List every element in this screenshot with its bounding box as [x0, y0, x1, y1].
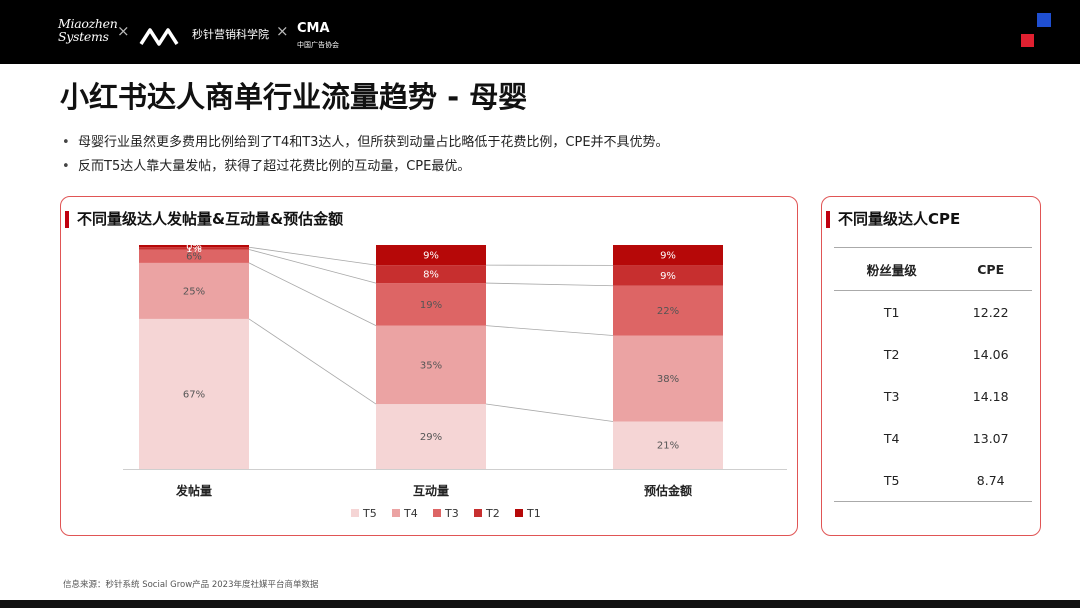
- cpe-cell: 8.74: [949, 459, 1032, 502]
- cpe-cell: 14.06: [972, 346, 1009, 362]
- tier-cell: T3: [883, 388, 900, 404]
- decor-square-blue: [1037, 13, 1051, 27]
- tier-cell: T2: [883, 346, 900, 362]
- legend-swatch: [433, 509, 441, 517]
- data-label: 21%: [657, 441, 679, 452]
- chart-card: 不同量级达人发帖量&互动量&预估金额 67% 25% 6% 1% 0% 发帖量 29% 35%…: [60, 196, 798, 536]
- data-label: 19%: [420, 300, 442, 311]
- table-row: T5 8.74: [834, 459, 1032, 502]
- bar-segment: [376, 265, 486, 284]
- table-row: T3 14.18: [834, 375, 1032, 417]
- stacked-bar-chart: 67% 25% 6%1%0% 发帖量 29% 35% 19% 8% 9% 互动量 21% 38% 22%…: [123, 242, 787, 520]
- data-label: 9%: [423, 251, 439, 262]
- data-label: 35%: [420, 360, 442, 371]
- legend-label: T4: [403, 507, 418, 520]
- cma-logo: CMA: [297, 21, 330, 36]
- bullet-item: 母婴行业虽然更多费用比例给到了T4和T3达人，但所获到动量占比略低于花费比例，C…: [60, 132, 669, 156]
- connector-line: [485, 325, 614, 336]
- data-label: 22%: [657, 306, 679, 317]
- tier-cell: T1: [883, 304, 900, 320]
- legend-label: T3: [444, 507, 459, 520]
- data-label: 9%: [660, 251, 676, 262]
- separator-x: ×: [117, 22, 130, 40]
- cpe-card-title: 不同量级达人CPE: [838, 210, 961, 228]
- legend-label: T1: [526, 507, 541, 520]
- data-label: 6%: [186, 252, 202, 263]
- title-accent: [65, 211, 69, 228]
- bar-segment: [613, 245, 723, 266]
- bar-segment: [613, 421, 723, 469]
- data-label: 38%: [657, 374, 679, 385]
- data-label: 9%: [660, 271, 676, 282]
- data-label: 67%: [183, 389, 205, 400]
- header-bar: Miaozhen Systems × 秒针营销科学院 × CMA 中国广告协会: [0, 0, 1080, 64]
- connector-line: [485, 282, 614, 287]
- legend-swatch: [392, 509, 400, 517]
- column-header: CPE: [949, 247, 1032, 291]
- x-tick-label: 发帖量: [175, 483, 212, 498]
- page-title: 小红书达人商单行业流量趋势 - 母婴: [60, 80, 528, 114]
- data-label: 29%: [420, 432, 442, 443]
- connector-line: [485, 403, 614, 422]
- bar-segment: [613, 285, 723, 336]
- source-note: 信息来源：秒针系统 Social Grow产品 2023年度社媒平台商单数据: [63, 580, 319, 590]
- legend-label: T5: [362, 507, 377, 520]
- table-row: T1 12.22: [834, 291, 1032, 334]
- table-row: T4 13.07: [834, 417, 1032, 459]
- legend-swatch: [515, 509, 523, 517]
- title-accent: [826, 211, 830, 228]
- separator-x: ×: [276, 22, 289, 40]
- data-label: 8%: [423, 270, 439, 281]
- bar-segment: [139, 262, 249, 319]
- bar-segment: [376, 325, 486, 405]
- data-label: 0%: [186, 242, 202, 253]
- bar-segment: [139, 318, 249, 469]
- bar-segment: [613, 265, 723, 286]
- bullet-item: 反而T5达人靠大量发帖，获得了超过花费比例的互动量，CPE最优。: [60, 156, 669, 180]
- bar-segment: [139, 245, 249, 248]
- connector-line: [248, 262, 377, 326]
- miaozhen-systems-logo: Miaozhen Systems: [58, 16, 118, 44]
- bullet-list: 母婴行业虽然更多费用比例给到了T4和T3达人，但所获到动量占比略低于花费比例，C…: [60, 132, 669, 180]
- data-label: 1%: [186, 244, 202, 255]
- tier-cell: T4: [883, 430, 900, 446]
- tier-cell: T5: [834, 459, 950, 502]
- decor-square-red: [1021, 34, 1034, 47]
- connector-line: [248, 246, 377, 266]
- legend-label: T2: [485, 507, 500, 520]
- data-label: 25%: [183, 286, 205, 297]
- cpe-table: 粉丝量级 CPE T1 12.22 T2 14.06 T3 14.18 T4 1…: [834, 247, 1032, 502]
- mz-logo-icon: [139, 28, 179, 46]
- cpe-cell: 12.22: [972, 304, 1009, 320]
- bar-segment: [139, 249, 249, 263]
- chart-card-title: 不同量级达人发帖量&互动量&预估金额: [77, 210, 344, 228]
- legend-swatch: [351, 509, 359, 517]
- cpe-cell: 14.18: [972, 388, 1009, 404]
- bar-segment: [376, 404, 486, 469]
- bar-segment: [613, 335, 723, 422]
- connector-line: [248, 318, 377, 405]
- partner-name: 秒针营销科学院: [192, 28, 269, 41]
- table-row: T2 14.06: [834, 333, 1032, 375]
- cpe-cell: 13.07: [972, 430, 1009, 446]
- bar-segment: [139, 247, 249, 250]
- x-tick-label: 互动量: [413, 484, 449, 498]
- x-tick-label: 预估金额: [644, 483, 692, 498]
- column-header: 粉丝量级: [834, 247, 950, 291]
- cpe-card: 不同量级达人CPE 粉丝量级 CPE T1 12.22 T2 14.06 T3 …: [821, 196, 1041, 536]
- bar-segment: [376, 283, 486, 326]
- bar-segment: [376, 245, 486, 266]
- legend-swatch: [474, 509, 482, 517]
- cma-subtitle: 中国广告协会: [297, 41, 339, 49]
- connector-line: [248, 249, 377, 284]
- table-header-row: 粉丝量级 CPE: [834, 247, 1032, 291]
- footer-bar: [0, 600, 1080, 608]
